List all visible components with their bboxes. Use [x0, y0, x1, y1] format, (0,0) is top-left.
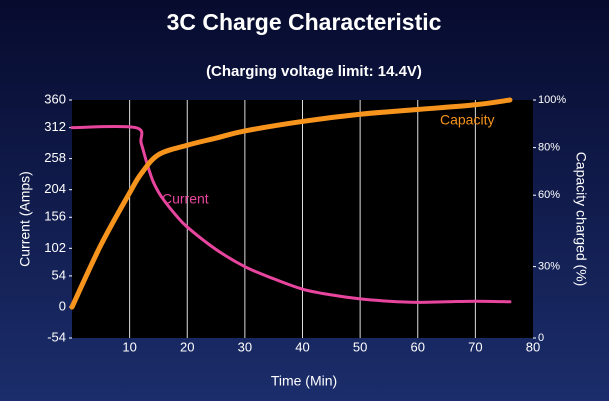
chart-subtitle: (Charging voltage limit: 14.4V) [206, 63, 422, 80]
x-tick-label: 40 [295, 339, 309, 354]
x-tick-label: 30 [238, 339, 252, 354]
y2-axis-label: Capacity charged (%) [573, 152, 589, 287]
x-tick-label: 10 [122, 339, 136, 354]
series-label: Current [162, 191, 209, 207]
x-axis-label: Time (Min) [271, 373, 337, 389]
y-tick-label: 258 [44, 150, 66, 165]
x-tick-label: 70 [468, 339, 482, 354]
x-tick-label: 60 [411, 339, 425, 354]
y-tick-label: 102 [44, 240, 66, 255]
y2-tick-label: 60% [538, 189, 560, 201]
y-tick-label: 360 [44, 91, 66, 106]
y-tick-label: 54 [52, 267, 66, 282]
y-tick-label: 156 [44, 209, 66, 224]
x-tick-label: 50 [353, 339, 367, 354]
y2-tick-label: 30% [538, 261, 560, 273]
series-label: Capacity [440, 112, 494, 128]
y-axis-label: Current (Amps) [17, 171, 33, 267]
chart-title: 3C Charge Characteristic [167, 9, 442, 35]
y2-tick-label: 0 [538, 332, 544, 344]
series-line [69, 97, 513, 310]
y-tick-label: -54 [47, 329, 66, 344]
y-tick-label: 0 [59, 298, 66, 313]
y-tick-label: 312 [44, 119, 66, 134]
y2-tick-label: 100% [538, 94, 566, 106]
y2-tick-label: 80% [538, 142, 560, 154]
x-tick-label: 80 [526, 339, 540, 354]
x-tick-label: 20 [180, 339, 194, 354]
y-tick-label: 204 [44, 181, 66, 196]
